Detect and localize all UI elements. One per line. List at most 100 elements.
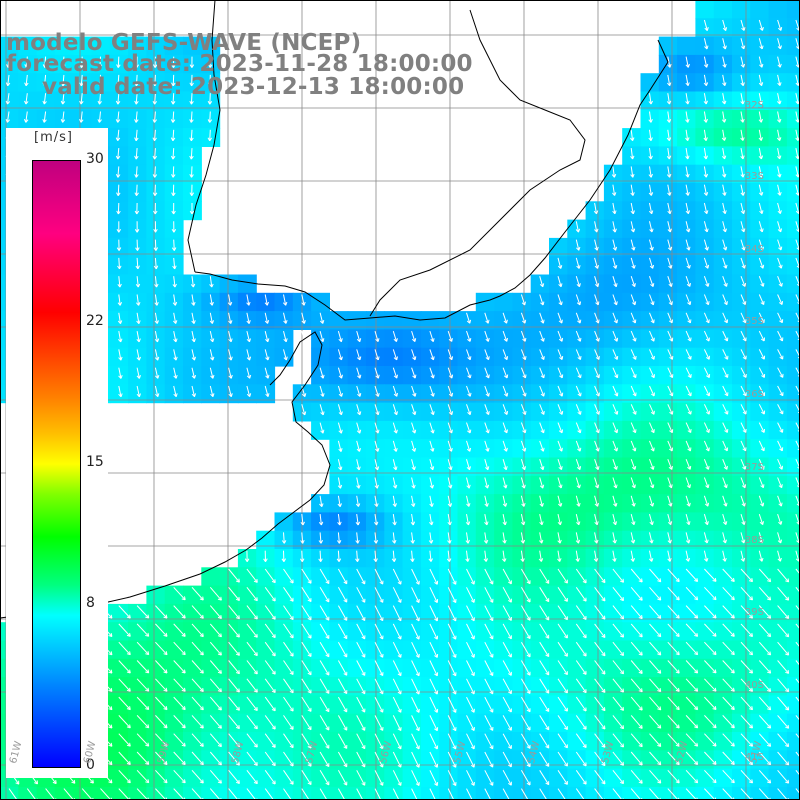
wind-arrow (466, 751, 475, 768)
wind-arrow (173, 678, 186, 692)
wind-arrow (447, 605, 457, 622)
wind-arrow (539, 459, 545, 471)
wind-speed-cell (109, 146, 129, 166)
wind-arrow (356, 788, 364, 800)
wind-arrow (594, 495, 599, 507)
wind-arrow (557, 404, 564, 415)
wind-arrow (740, 221, 746, 233)
wind-speed-cell (658, 768, 678, 788)
wind-arrow (594, 239, 599, 251)
wind-speed-cell (530, 658, 550, 678)
wind-arrow (612, 440, 618, 452)
wind-arrow (484, 733, 494, 750)
wind-speed-cell (603, 567, 623, 587)
wind-speed-cell (512, 713, 532, 733)
wind-speed-cell (439, 713, 459, 733)
wind-arrow (466, 349, 472, 361)
wind-arrow (502, 385, 509, 397)
wind-speed-cell (695, 530, 715, 550)
wind-arrow (171, 166, 176, 178)
wind-arrow (319, 495, 324, 508)
wind-arrow (173, 367, 178, 379)
wind-arrow (136, 331, 141, 343)
wind-speed-cell (256, 786, 276, 800)
wind-speed-cell (384, 329, 404, 349)
wind-arrow (575, 459, 582, 470)
wind-arrow (575, 385, 582, 397)
wind-arrow (171, 239, 177, 251)
wind-arrow (630, 733, 643, 748)
wind-arrow (171, 56, 176, 68)
wind-arrow (575, 257, 581, 269)
wind-speed-cell (549, 439, 568, 459)
wind-speed-cell (640, 549, 660, 568)
wind-arrow (264, 660, 276, 675)
wind-speed-cell (146, 73, 166, 93)
wind-speed-cell (183, 54, 202, 74)
wind-arrow (557, 513, 562, 526)
wind-speed-cell (640, 109, 660, 129)
wind-arrow (557, 568, 568, 584)
wind-speed-cell (530, 384, 550, 404)
wind-arrow (281, 532, 287, 544)
wind-arrow (447, 367, 454, 379)
wind-arrow (667, 550, 672, 562)
wind-speed-cell (512, 494, 532, 513)
wind-speed-cell (475, 567, 495, 587)
wind-speed-cell (201, 695, 221, 715)
wind-arrow (60, 111, 66, 123)
wind-speed-cell (420, 329, 440, 349)
wind-speed-cell (457, 475, 477, 495)
wind-arrow (795, 641, 800, 649)
wind-arrow (667, 404, 674, 415)
wind-arrow (447, 678, 457, 695)
wind-arrow (685, 166, 690, 178)
wind-arrow (410, 550, 415, 562)
wind-arrow (740, 385, 747, 397)
wind-arrow (170, 129, 176, 142)
wind-arrow (374, 733, 384, 750)
wind-speed-cell (768, 402, 788, 422)
wind-arrow (337, 440, 343, 452)
wind-speed-cell (713, 530, 733, 550)
wind-arrow (740, 56, 746, 68)
wind-arrow (228, 586, 240, 601)
wind-speed-cell (640, 164, 660, 184)
wind-arrow (649, 495, 655, 507)
wind-speed-cell (128, 54, 147, 74)
wind-speed-cell (750, 201, 770, 221)
wind-arrow (170, 148, 176, 160)
wind-arrow (154, 385, 160, 398)
wind-speed-cell (274, 695, 294, 715)
wind-speed-cell (585, 713, 605, 733)
wind-speed-cell (366, 695, 385, 715)
wind-speed-cell (549, 475, 568, 495)
wind-arrow (356, 696, 366, 713)
wind-speed-cell (420, 677, 440, 696)
wind-arrow (374, 660, 384, 677)
wind-speed-cell (494, 585, 513, 605)
wind-arrow (612, 184, 617, 196)
wind-speed-cell (420, 512, 440, 532)
wind-speed-cell (256, 384, 276, 404)
wind-speed-cell (750, 512, 770, 532)
wind-speed-cell (494, 512, 513, 532)
wind-arrow (740, 74, 745, 87)
wind-speed-cell (457, 420, 477, 440)
wind-speed-cell (750, 457, 770, 477)
wind-speed-cell (677, 329, 696, 349)
wind-speed-cell (366, 457, 385, 477)
wind-speed-cell (109, 36, 129, 56)
wind-speed-cell (183, 658, 202, 678)
wind-arrow (207, 93, 213, 105)
wind-speed-cell (603, 512, 623, 532)
wind-arrow (758, 276, 765, 287)
wind-arrow (134, 202, 140, 215)
wind-arrow (191, 678, 204, 692)
wind-speed-cell (18, 36, 38, 56)
wind-arrow (685, 641, 699, 656)
wind-arrow (191, 696, 204, 711)
wind-speed-cell (274, 640, 294, 660)
wind-speed-cell (695, 622, 715, 642)
wind-arrow (777, 769, 790, 784)
